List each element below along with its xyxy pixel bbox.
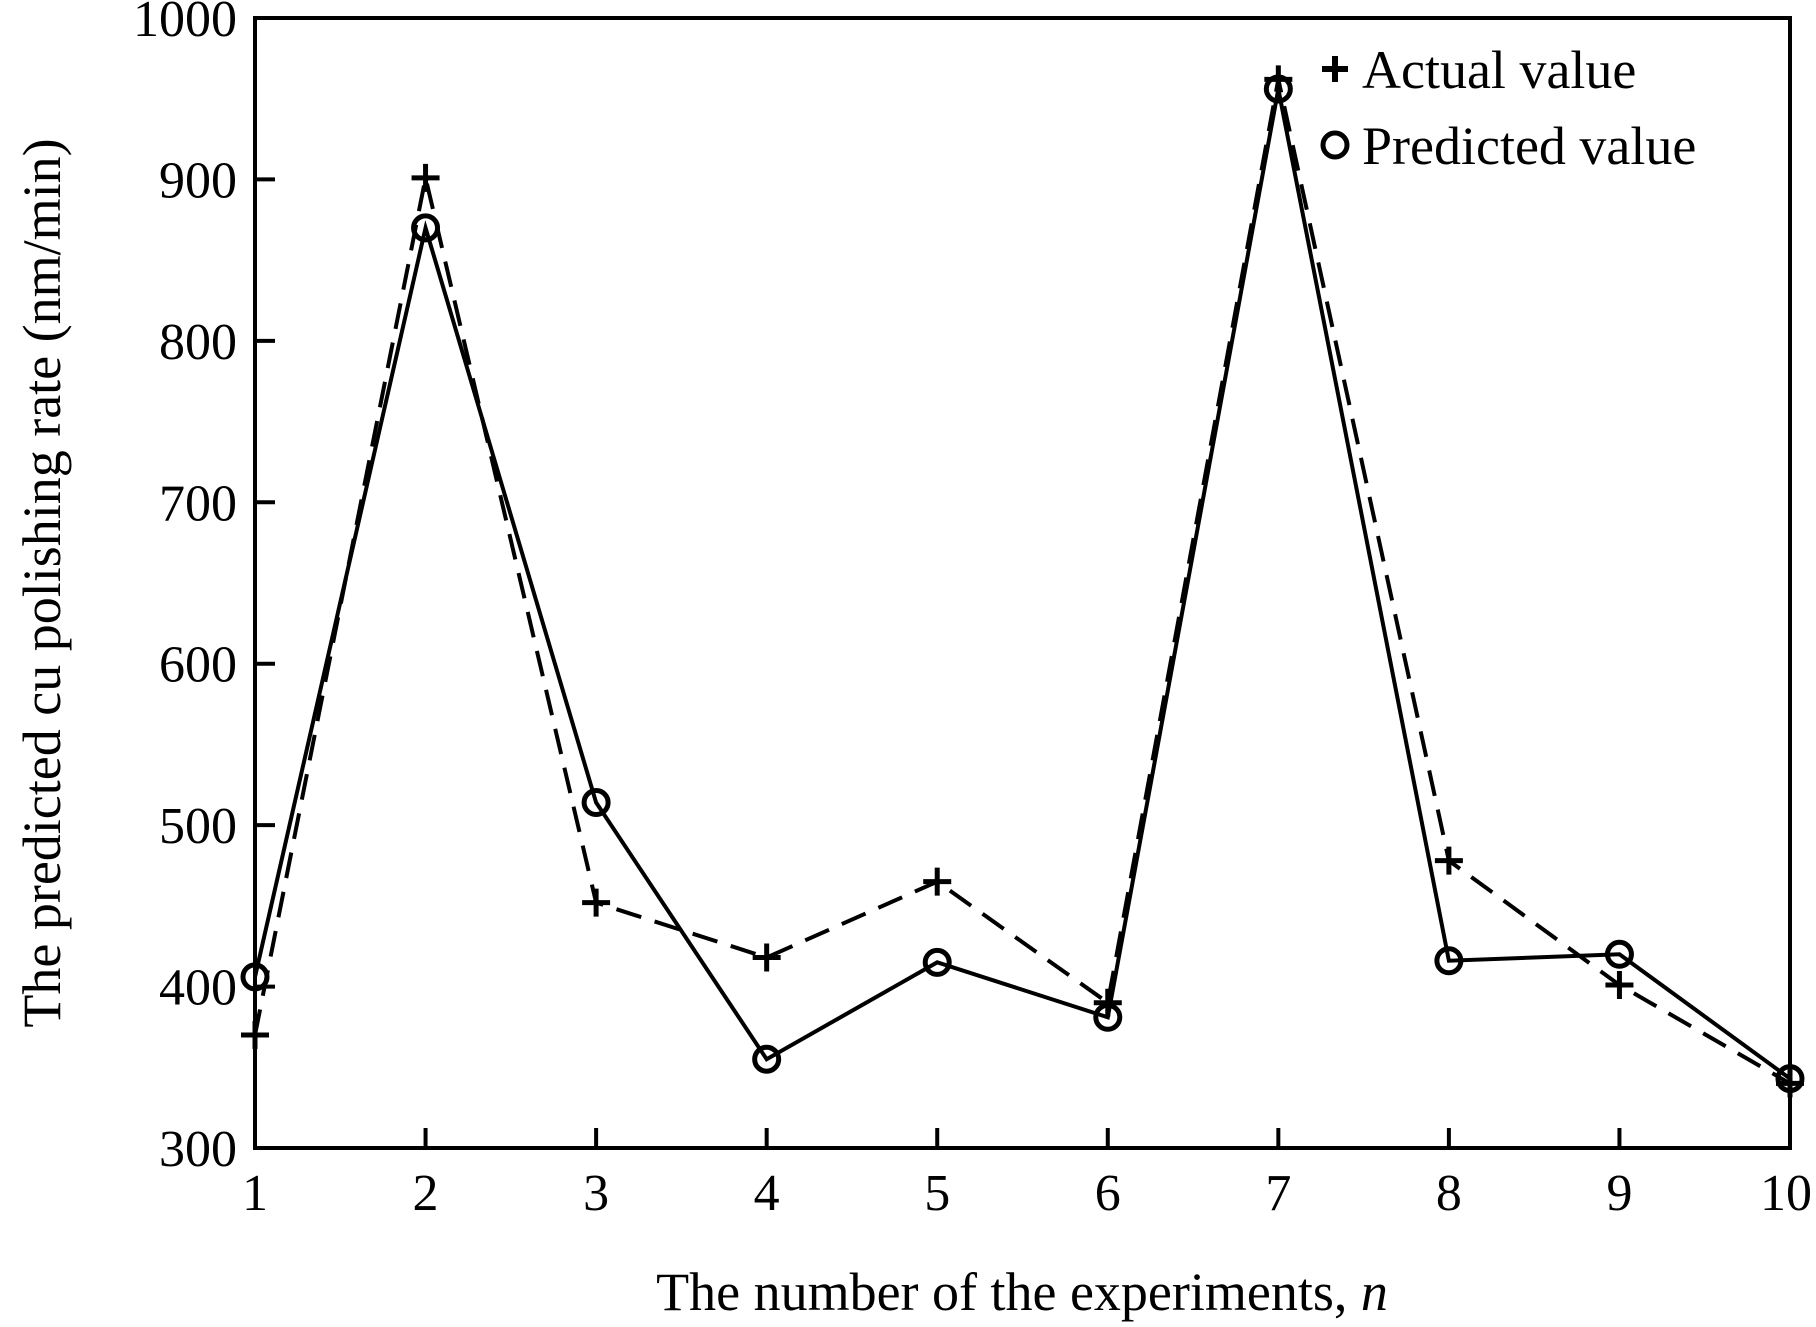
data-point-predicted-value <box>752 1044 782 1074</box>
ticks <box>253 16 1792 1150</box>
y-tick-label: 300 <box>159 1121 237 1178</box>
x-tick-label: 5 <box>924 1165 950 1222</box>
y-tick-label: 500 <box>159 798 237 855</box>
legend-plus-marker <box>1322 56 1348 82</box>
x-tick-label: 10 <box>1760 1165 1812 1222</box>
data-point-actual-value <box>241 1021 269 1049</box>
legend-item-predicted: Predicted value <box>1320 116 1696 176</box>
data-point-predicted-value <box>581 788 611 818</box>
y-axis-title: The predicted cu polishing rate (nm/min) <box>12 138 72 1027</box>
data-point-actual-value <box>752 943 781 972</box>
legend-label-actual: Actual value <box>1362 40 1636 100</box>
x-tick-label: 3 <box>583 1165 609 1222</box>
data-point-actual-value <box>923 867 952 896</box>
data-point-predicted-value <box>1775 1064 1805 1094</box>
series-line-actual-value <box>253 78 1792 1086</box>
tick-labels: 1 2 3 4 5 6 7 8 9 10 300 400 500 600 700 800 900 1000 <box>133 0 1812 1222</box>
data-point-predicted-value <box>1434 946 1464 976</box>
x-tick-label: 6 <box>1095 1165 1121 1222</box>
y-tick-label: 800 <box>159 314 237 371</box>
legend-label-predicted: Predicted value <box>1362 116 1696 176</box>
data-point-predicted-value <box>922 947 952 977</box>
data-point-predicted-value <box>411 213 441 243</box>
legend: Actual value Predicted value <box>1320 40 1696 176</box>
data-point-predicted-value <box>1604 939 1634 969</box>
x-axis-title: The number of the experiments, n <box>656 1262 1388 1322</box>
x-tick-label: 9 <box>1606 1165 1632 1222</box>
series-predicted-value <box>240 74 1805 1094</box>
data-point-actual-value <box>1605 970 1634 999</box>
plot-frame <box>253 16 1792 1150</box>
x-tick-label: 2 <box>413 1165 439 1222</box>
data-point-predicted-value <box>1093 1002 1123 1032</box>
series-actual-value <box>241 65 1804 1098</box>
data-point-actual-value <box>582 888 611 917</box>
x-tick-label: 4 <box>754 1165 780 1222</box>
x-tick-label: 1 <box>242 1165 268 1222</box>
y-tick-label: 900 <box>159 152 237 209</box>
data-point-actual-value <box>411 163 440 192</box>
data-point-actual-value <box>1434 846 1463 875</box>
y-tick-label: 600 <box>159 637 237 694</box>
series-layer <box>240 65 1805 1098</box>
y-tick-label: 700 <box>159 475 237 532</box>
y-tick-label: 1000 <box>133 0 237 48</box>
x-tick-label: 8 <box>1436 1165 1462 1222</box>
series-line-predicted-value <box>253 88 1792 1081</box>
x-tick-label: 7 <box>1265 1165 1291 1222</box>
data-point-predicted-value <box>240 962 270 992</box>
legend-item-actual: Actual value <box>1322 40 1636 100</box>
y-tick-label: 400 <box>159 960 237 1017</box>
data-point-predicted-value <box>1263 74 1293 104</box>
legend-circle-marker <box>1320 130 1350 160</box>
